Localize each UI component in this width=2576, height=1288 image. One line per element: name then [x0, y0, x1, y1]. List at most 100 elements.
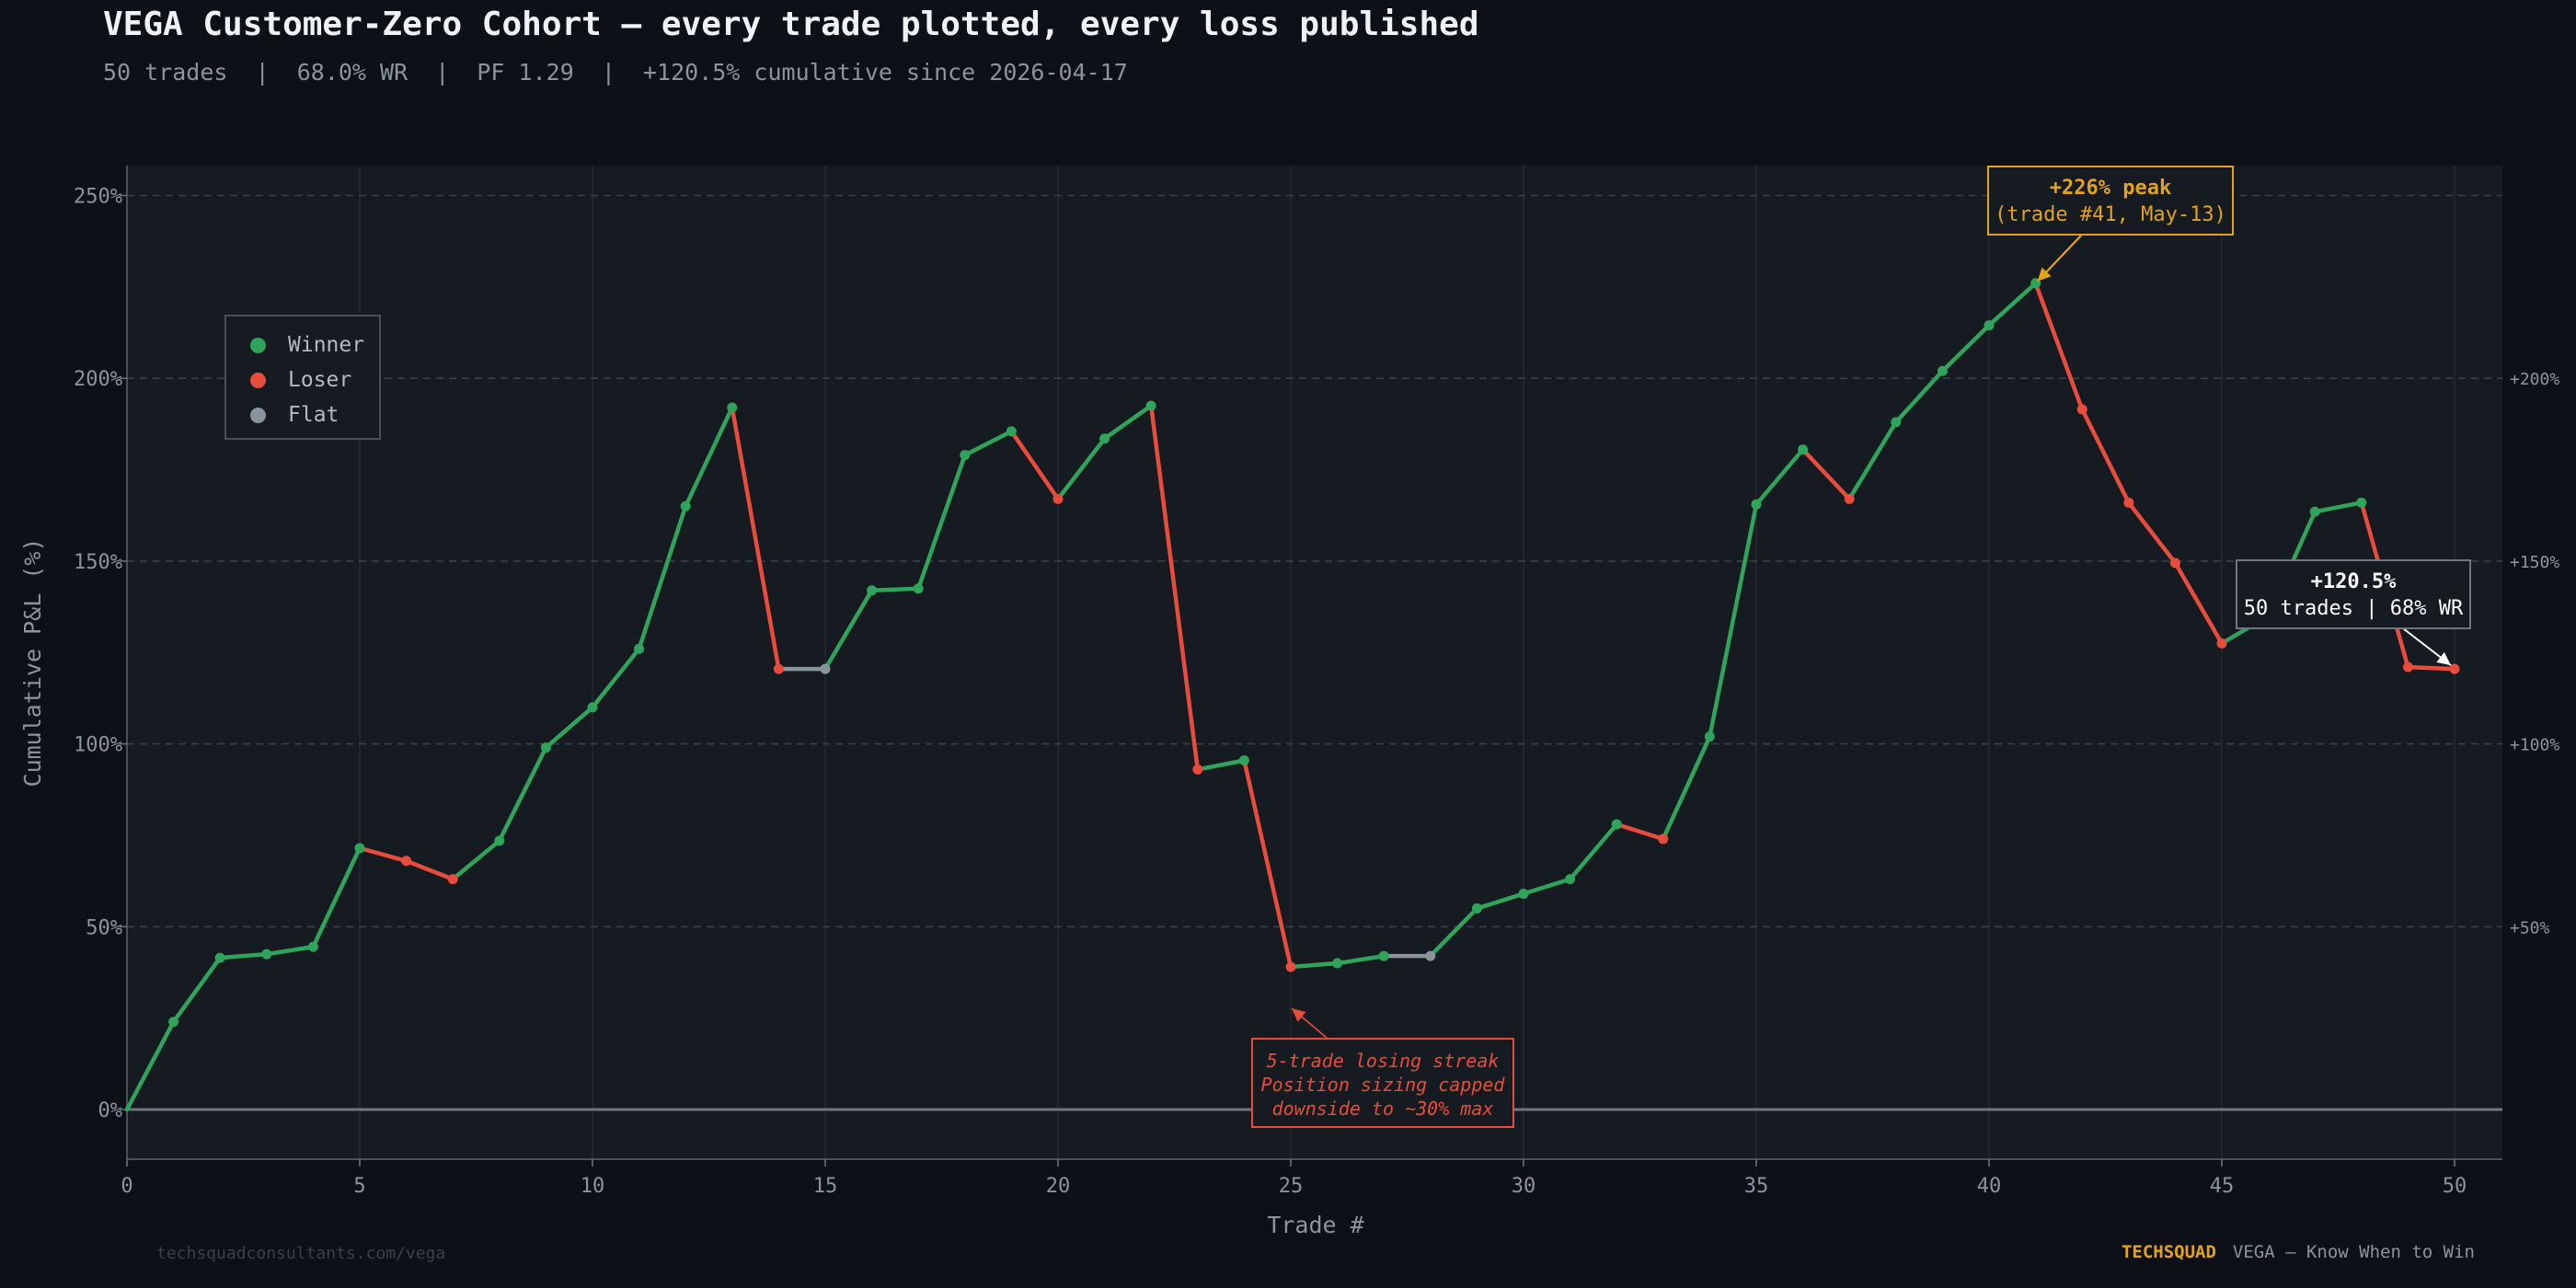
chart-subtitle: 50 trades | 68.0% WR | PF 1.29 | +120.5%… — [103, 59, 1128, 86]
x-tick-label: 10 — [581, 1175, 605, 1198]
trade-point — [587, 702, 598, 713]
trade-point — [1238, 754, 1249, 765]
trade-point — [1658, 834, 1669, 845]
trade-point — [2123, 497, 2134, 508]
legend-item-loser: Loser — [250, 368, 351, 392]
pnl-segment — [1708, 502, 1759, 739]
streak-arrow-head — [1292, 1008, 1306, 1022]
trade-point — [913, 583, 924, 594]
trade-point — [1704, 731, 1715, 742]
y-tick-label: 50% — [86, 916, 122, 939]
trade-point — [261, 949, 272, 960]
pnl-segment — [915, 453, 968, 591]
footer-brand-block: TECHSQUAD VEGA — Know When to Win — [2122, 1242, 2475, 1262]
trade-point — [1518, 889, 1529, 900]
pnl-segment — [1335, 953, 1386, 966]
y-tick-label: 200% — [74, 368, 122, 391]
trade-point — [1006, 426, 1017, 437]
x-axis-label: Trade # — [1267, 1212, 1363, 1238]
pnl-segment — [357, 845, 408, 864]
pnl-segment — [497, 745, 548, 844]
trade-point — [2216, 638, 2227, 649]
axes: 0 5 10 15 20 25 30 35 40 45 50 0% 50% 100% 150% 200% 250… — [19, 166, 2559, 1238]
streak-annotation-line3: downside to ~30% max — [1271, 1098, 1494, 1120]
trade-point — [1378, 950, 1389, 961]
pnl-segment — [404, 858, 455, 881]
x-tick-label: 15 — [813, 1175, 838, 1198]
footer-url: techsquadconsultants.com/vega — [156, 1244, 446, 1263]
peak-annotation-line2: (trade #41, May-13) — [1995, 203, 2226, 226]
legend-item-flat: Flat — [250, 403, 339, 427]
pnl-segment — [2312, 500, 2364, 514]
trade-point — [820, 663, 831, 674]
pnl-segment — [1055, 436, 1107, 501]
final-annotation: +120.5% 50 trades | 68% WR — [2236, 559, 2471, 629]
x-tick-label: 40 — [1977, 1175, 2002, 1198]
y-tick-label: 0% — [98, 1099, 123, 1122]
footer-brand: TECHSQUAD — [2121, 1242, 2216, 1262]
pnl-segment — [217, 951, 270, 960]
y-right-tick-label: +200% — [2510, 370, 2559, 389]
trade-point — [354, 843, 365, 854]
trade-point — [2449, 663, 2460, 674]
pnl-segment — [962, 429, 1014, 457]
pnl-segment — [450, 838, 502, 881]
trade-point — [960, 450, 971, 461]
x-tick-label: 30 — [1512, 1175, 1536, 1198]
legend-label-flat: Flat — [288, 403, 339, 427]
pnl-segment — [1614, 822, 1666, 842]
y-axis-label: Cumulative P&L (%) — [19, 538, 46, 788]
trade-point — [1611, 819, 1622, 830]
trade-point — [214, 952, 225, 963]
trade-point — [1052, 493, 1064, 504]
trade-point — [1471, 903, 1482, 914]
streak-annotation-line1: 5-trade losing streak — [1266, 1050, 1500, 1072]
trade-point — [168, 1017, 179, 1028]
trade-point — [2076, 404, 2087, 415]
pnl-segment — [1568, 822, 1619, 881]
pnl-segment — [1800, 447, 1852, 501]
peak-annotation: +226% peak (trade #41, May-13) — [1987, 166, 2234, 236]
trade-point — [1099, 433, 1110, 444]
trade-point — [1425, 950, 1436, 961]
trade-point — [2356, 497, 2367, 508]
trade-point — [307, 941, 318, 952]
pnl-segment — [1986, 281, 2038, 328]
x-tick-label: 20 — [1046, 1175, 1071, 1198]
pnl-segment — [1148, 403, 1201, 772]
trade-point — [1891, 417, 1902, 428]
y-tick-label: 150% — [74, 551, 122, 574]
pnl-segment — [1288, 960, 1340, 970]
trade-point — [727, 402, 738, 413]
final-annotation-line2: 50 trades | 68% WR — [2243, 597, 2464, 620]
trade-point — [2402, 661, 2413, 673]
pnl-segment — [822, 588, 874, 672]
trade-point — [1332, 958, 1343, 969]
pnl-segment — [1195, 758, 1247, 772]
streak-annotation-line2: Position sizing capped — [1260, 1074, 1505, 1096]
pnl-segment — [124, 1019, 176, 1112]
pnl-segment — [1893, 369, 1945, 425]
pnl-segment — [311, 845, 362, 949]
trade-point — [494, 835, 505, 846]
pnl-segment — [869, 586, 921, 592]
annotation-arrows — [1291, 235, 2452, 1039]
x-tick-label: 35 — [1744, 1175, 1769, 1198]
pnl-segment — [1754, 447, 1805, 507]
pnl-segment — [2126, 500, 2178, 566]
pnl-segment — [2406, 664, 2457, 672]
y-tick-label: 100% — [74, 734, 122, 757]
trade-points — [168, 278, 2460, 1028]
legend-item-winner: Winner — [250, 333, 364, 357]
trade-point — [447, 874, 458, 885]
pnl-segment — [590, 647, 641, 710]
pnl-segment — [1846, 420, 1899, 501]
pnl-segment — [1475, 891, 1526, 911]
chart-title: VEGA Customer-Zero Cohort — every trade … — [103, 6, 1479, 43]
pnl-segment — [544, 705, 595, 750]
legend-label-winner: Winner — [288, 333, 365, 357]
trade-point — [1844, 493, 1855, 504]
peak-arrow-head — [2037, 267, 2052, 282]
pnl-segment — [683, 405, 735, 509]
pnl-segment — [1521, 877, 1572, 896]
